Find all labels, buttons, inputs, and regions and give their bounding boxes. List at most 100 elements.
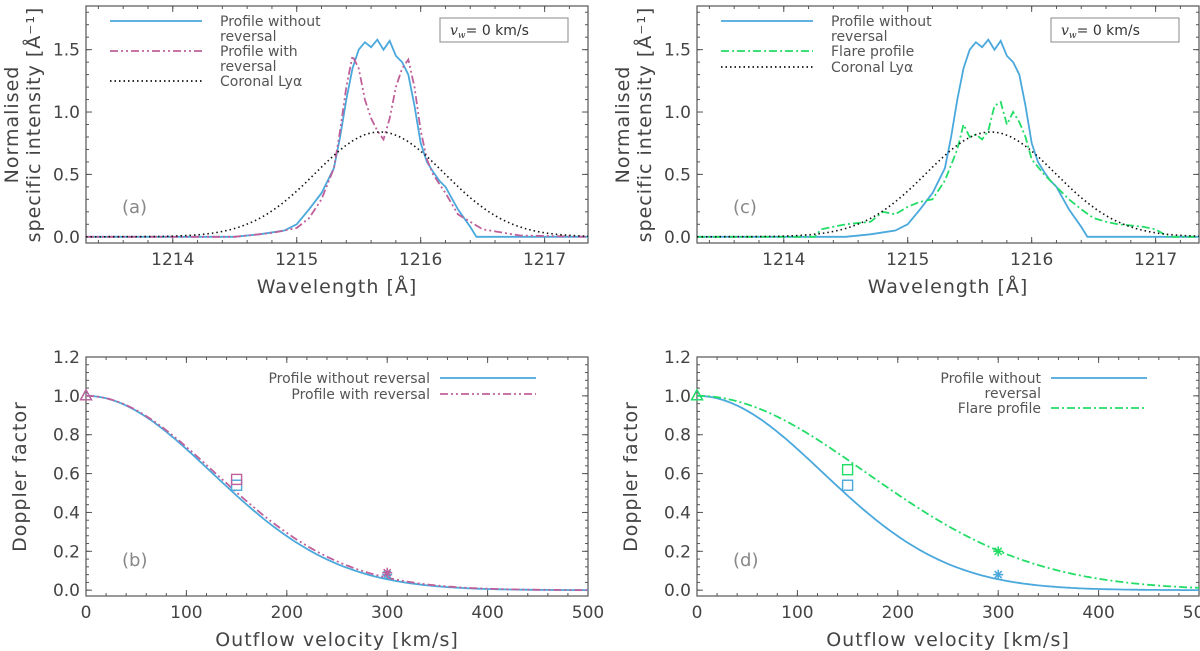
x-tick-label: 1216 xyxy=(1010,250,1053,270)
y-axis-label: Doppler factor xyxy=(9,401,31,552)
y-tick-label: 0.0 xyxy=(53,228,80,248)
legend-label: Profile without xyxy=(220,14,321,30)
legend-entry: Profile without reversal xyxy=(268,371,536,387)
legend-entry: Flare profile xyxy=(958,401,1147,417)
legend-label: Flare profile xyxy=(831,44,914,60)
x-tick-label: 1217 xyxy=(523,250,566,270)
velocity-label: vw= 0 km/s xyxy=(450,23,529,41)
legend-entry: Coronal Lyα xyxy=(110,74,302,90)
x-axis-label: Outflow velocity [km/s] xyxy=(215,629,459,651)
y-axis-label-line1: Normalised xyxy=(1,66,23,184)
x-tick-label: 200 xyxy=(882,603,914,623)
velocity-box: vw= 0 km/s xyxy=(439,17,569,43)
x-tick-label: 300 xyxy=(982,603,1014,623)
y-axis-label-line2: specific intensity [Å⁻¹] xyxy=(633,7,656,243)
plot-area xyxy=(697,38,1199,238)
x-tick-label: 400 xyxy=(471,603,503,623)
chart-panel-a: 1214 1215 1216 1217 0.0 0.5 1.0 1.5 Wavelength [… xyxy=(1,5,589,298)
legend-label: Profile without xyxy=(940,371,1041,387)
y-tick-label: 0.0 xyxy=(53,581,80,601)
y-tick-label: 1.0 xyxy=(664,103,691,123)
legend-label: Flare profile xyxy=(958,401,1041,417)
legend-label: reversal xyxy=(985,386,1041,402)
series-line-coronal-ly xyxy=(86,131,588,238)
legend-label: reversal xyxy=(220,29,276,45)
y-tick-label: 1.0 xyxy=(664,387,691,407)
y-tick-label: 1.5 xyxy=(53,41,80,61)
marker-asterisk xyxy=(993,569,1004,580)
x-tick-label: 100 xyxy=(781,603,813,623)
panel-label: (b) xyxy=(122,550,147,571)
y-tick-label: 0.0 xyxy=(664,228,691,248)
chart-panel-b: 0 100 200 300 400 500 0.0 0.2 0.4 0.6 0.8 1.0 1.2 Out… xyxy=(9,348,604,651)
y-tick-label: 1.0 xyxy=(53,103,80,123)
y-tick-label: 0.4 xyxy=(664,503,691,523)
y-tick-label: 0.6 xyxy=(53,465,80,485)
plot-frame xyxy=(85,356,589,597)
y-tick-label: 0.5 xyxy=(53,165,80,185)
plot-area xyxy=(86,38,588,238)
panel-label: (a) xyxy=(122,197,147,218)
y-axis-label-line2: specific intensity [Å⁻¹] xyxy=(22,7,45,243)
series-line-profile-without-reversal xyxy=(697,395,1199,591)
y-axis-label-line1: Normalised xyxy=(612,66,634,184)
panel-label: (d) xyxy=(733,550,758,571)
plot-area xyxy=(697,395,1199,591)
x-tick-label: 300 xyxy=(371,603,403,623)
legend-label: reversal xyxy=(220,59,276,75)
x-tick-label: 400 xyxy=(1082,603,1114,623)
legend-label: Coronal Lyα xyxy=(831,60,913,76)
series-line-coronal-ly xyxy=(697,131,1199,238)
legend-entry: Profile with reversal xyxy=(291,387,536,403)
plot-frame xyxy=(696,356,1200,597)
series-line-profile-with-reversal xyxy=(86,53,588,238)
series-line-profile-without-reversal xyxy=(86,395,588,591)
legend-label: Profile without reversal xyxy=(268,371,430,387)
chart-panel-d: 0 100 200 300 400 500 0.0 0.2 0.4 0.6 0.8 1.0 1.2 Out… xyxy=(620,348,1200,651)
y-tick-label: 0.2 xyxy=(53,542,80,562)
x-tick-label: 1214 xyxy=(151,250,194,270)
marker-square xyxy=(841,463,854,476)
y-tick-label: 1.5 xyxy=(664,41,691,61)
series-line-profile-without-reversal xyxy=(86,38,588,238)
y-tick-label: 1.0 xyxy=(53,387,80,407)
x-axis-label: Wavelength [Å] xyxy=(868,275,1029,298)
x-tick-label: 500 xyxy=(572,603,604,623)
y-axis-label: Doppler factor xyxy=(620,401,642,552)
marker-square xyxy=(230,473,243,486)
y-tick-label: 0.4 xyxy=(53,503,80,523)
marker-triangle xyxy=(79,388,93,401)
legend-label: Profile with xyxy=(220,44,298,60)
x-tick-label: 100 xyxy=(170,603,202,623)
x-axis-label: Wavelength [Å] xyxy=(257,275,418,298)
legend-entry: Coronal Lyα xyxy=(721,60,913,76)
y-tick-label: 0.2 xyxy=(664,542,691,562)
x-tick-label: 200 xyxy=(271,603,303,623)
panel-label: (c) xyxy=(733,197,757,218)
plot-area xyxy=(86,395,588,591)
x-tick-label: 1217 xyxy=(1134,250,1177,270)
series-line-profile-without-reversal xyxy=(697,38,1199,238)
y-tick-label: 1.2 xyxy=(664,348,691,368)
legend-label: Profile without xyxy=(831,14,932,30)
x-tick-label: 1214 xyxy=(762,250,805,270)
x-tick-label: 1215 xyxy=(275,250,318,270)
series-line-profile-with-reversal xyxy=(86,395,588,591)
marker-asterisk xyxy=(993,546,1004,557)
marker-square xyxy=(841,479,854,491)
series-line-flare-profile xyxy=(697,395,1199,589)
x-tick-label: 0 xyxy=(692,603,703,623)
x-tick-label: 1216 xyxy=(399,250,442,270)
x-axis-label: Outflow velocity [km/s] xyxy=(826,629,1070,651)
chart-panel-c: 1214 1215 1216 1217 0.0 0.5 1.0 1.5 Wavelength [… xyxy=(612,5,1200,298)
legend-label: reversal xyxy=(831,29,887,45)
x-tick-label: 0 xyxy=(81,603,92,623)
legend-label: Profile with reversal xyxy=(291,387,430,403)
x-tick-label: 500 xyxy=(1183,603,1200,623)
y-tick-label: 0.8 xyxy=(53,426,80,446)
